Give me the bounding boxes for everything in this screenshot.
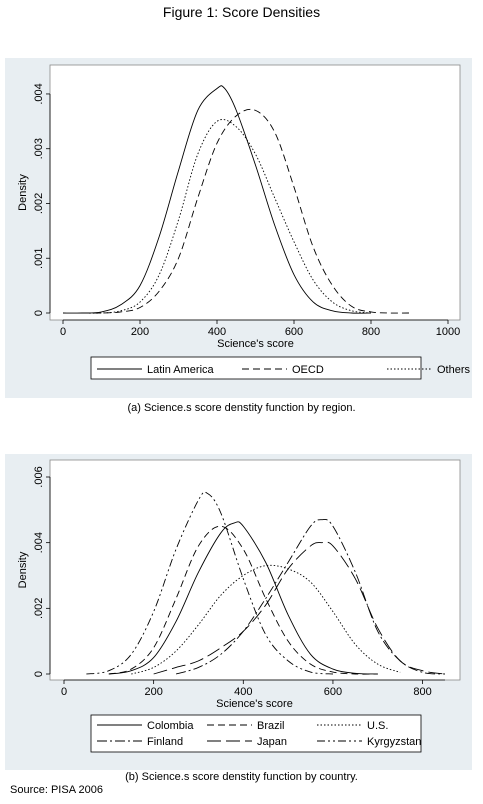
chart-panel-region: 0 200 400 600 800 1000 Science's score 0 .001 .00… — [5, 58, 472, 398]
y-tick-label: .002 — [33, 193, 45, 214]
x-tick-label: 200 — [144, 686, 162, 698]
series-line-brazil — [108, 525, 378, 675]
chart-panel-country: 0 200 400 600 800 Science's score 0 .002 .004 .00… — [5, 454, 472, 770]
legend-label-finland: Finland — [147, 736, 183, 748]
density-chart-region: 0 200 400 600 800 1000 Science's score 0 .001 .00… — [17, 64, 471, 380]
x-tick-label: 400 — [208, 326, 226, 338]
x-axis-label: Science's score — [217, 338, 294, 350]
y-tick-label: .006 — [33, 466, 45, 487]
x-tick-label: 800 — [413, 686, 431, 698]
legend-label-brazil: Brazil — [257, 720, 285, 732]
y-tick-label: 0 — [33, 671, 45, 677]
legend-box — [90, 356, 422, 380]
x-tick-label: 400 — [234, 686, 252, 698]
x-tick-label: 1000 — [436, 326, 460, 338]
x-tick-label: 800 — [362, 326, 380, 338]
legend-box — [90, 714, 422, 753]
x-tick-label: 600 — [285, 326, 303, 338]
legend-label-oecd: OECD — [292, 364, 324, 376]
y-tick-label: .004 — [33, 532, 45, 553]
legend-label-kyrgyzstan: Kyrgyzstan — [367, 736, 421, 748]
figure-title: Figure 1: Score Densities — [162, 4, 321, 20]
series-line-colombia — [108, 521, 378, 675]
legend-label-latin-america: Latin America — [147, 364, 215, 376]
x-tick-label: 0 — [60, 326, 66, 338]
plot-area — [49, 64, 461, 321]
x-axis-label: Science's score — [216, 698, 293, 710]
y-tick-label: 0 — [33, 310, 45, 316]
series-line-oecd — [82, 108, 410, 314]
density-chart-country: 0 200 400 600 800 Science's score 0 .002 .004 .00… — [17, 459, 461, 753]
x-tick-label: 600 — [324, 686, 342, 698]
y-tick-label: .002 — [33, 598, 45, 619]
legend-label-japan: Japan — [257, 736, 287, 748]
caption-country: (b) Science.s score denstity function by… — [125, 771, 358, 783]
y-axis-label: Density — [17, 174, 29, 211]
series-line-kyrgyzstan — [86, 491, 333, 675]
y-tick-label: .004 — [33, 83, 45, 104]
caption-region: (a) Science.s score denstity function by… — [127, 402, 356, 414]
plot-area — [49, 459, 461, 681]
y-axis-label: Density — [17, 551, 29, 588]
x-tick-label: 0 — [61, 686, 67, 698]
legend-label-colombia: Colombia — [147, 720, 194, 732]
x-tick-label: 200 — [131, 326, 149, 338]
legend-label-others: Others — [437, 364, 471, 376]
y-tick-label: .003 — [33, 138, 45, 159]
series-line-japan — [153, 541, 446, 675]
source-note: Source: PISA 2006 — [10, 784, 103, 796]
series-line-latin-america — [62, 85, 372, 314]
y-tick-label: .001 — [33, 248, 45, 269]
legend-label-u-s: U.S. — [367, 720, 388, 732]
series-line-others — [82, 119, 372, 314]
